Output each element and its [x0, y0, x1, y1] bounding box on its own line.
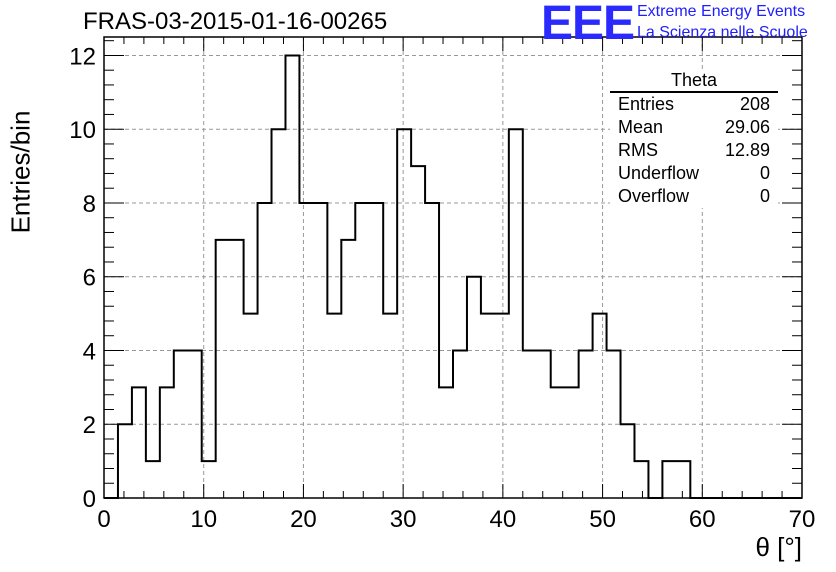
stats-box: Theta Entries 208 Mean 29.06 RMS 12.89 Unde… — [610, 70, 778, 208]
axis-ticks — [103, 37, 803, 499]
plot-frame — [103, 36, 803, 499]
x-tick-label: 40 — [490, 506, 517, 533]
x-tick-label: 50 — [589, 506, 616, 533]
stats-row-entries: Entries 208 — [610, 93, 778, 116]
stats-value: 0 — [759, 186, 770, 206]
stats-title: Theta — [610, 70, 778, 93]
stats-label: Entries — [618, 94, 675, 114]
logo-text-line2: La Scienza nelle Scuole — [637, 24, 808, 41]
tick-labels: 0 10 20 30 40 50 60 70 0 2 4 6 8 10 12 — [69, 43, 815, 533]
stats-value: 29.06 — [724, 117, 770, 137]
stats-row-rms: RMS 12.89 — [610, 139, 778, 162]
y-tick-label: 6 — [83, 265, 96, 292]
x-tick-label: 60 — [689, 506, 716, 533]
eee-logo: EEE — [541, 0, 635, 50]
stats-label: Underflow — [618, 163, 700, 183]
y-tick-label: 10 — [69, 117, 96, 144]
x-tick-label: 20 — [290, 506, 317, 533]
y-axis-label: Entries/bin — [5, 110, 36, 234]
stats-row-mean: Mean 29.06 — [610, 116, 778, 139]
stats-value: 0 — [759, 163, 770, 183]
stats-row-underflow: Underflow 0 — [610, 162, 778, 185]
x-tick-label: 0 — [97, 506, 110, 533]
x-tick-label: 70 — [789, 506, 816, 533]
logo-text-line1: Extreme Energy Events — [637, 3, 806, 20]
stats-label: Overflow — [618, 186, 690, 206]
chart-title: FRAS-03-2015-01-16-00265 — [83, 8, 388, 35]
y-tick-label: 2 — [83, 412, 96, 439]
x-axis-label: θ [°] — [755, 532, 802, 562]
x-tick-label: 10 — [190, 506, 217, 533]
histogram-line — [104, 54, 802, 499]
stats-value: 12.89 — [724, 140, 770, 160]
stats-value: 208 — [739, 94, 770, 114]
y-tick-label: 0 — [83, 486, 96, 513]
y-tick-label: 8 — [83, 191, 96, 218]
stats-label: Mean — [618, 117, 664, 137]
stats-label: RMS — [618, 140, 658, 160]
y-axis-label-box: Entries/bin — [4, 110, 38, 234]
y-tick-label: 4 — [83, 338, 96, 365]
x-tick-label: 30 — [390, 506, 417, 533]
stats-row-overflow: Overflow 0 — [610, 185, 778, 208]
y-tick-label: 12 — [69, 43, 96, 70]
